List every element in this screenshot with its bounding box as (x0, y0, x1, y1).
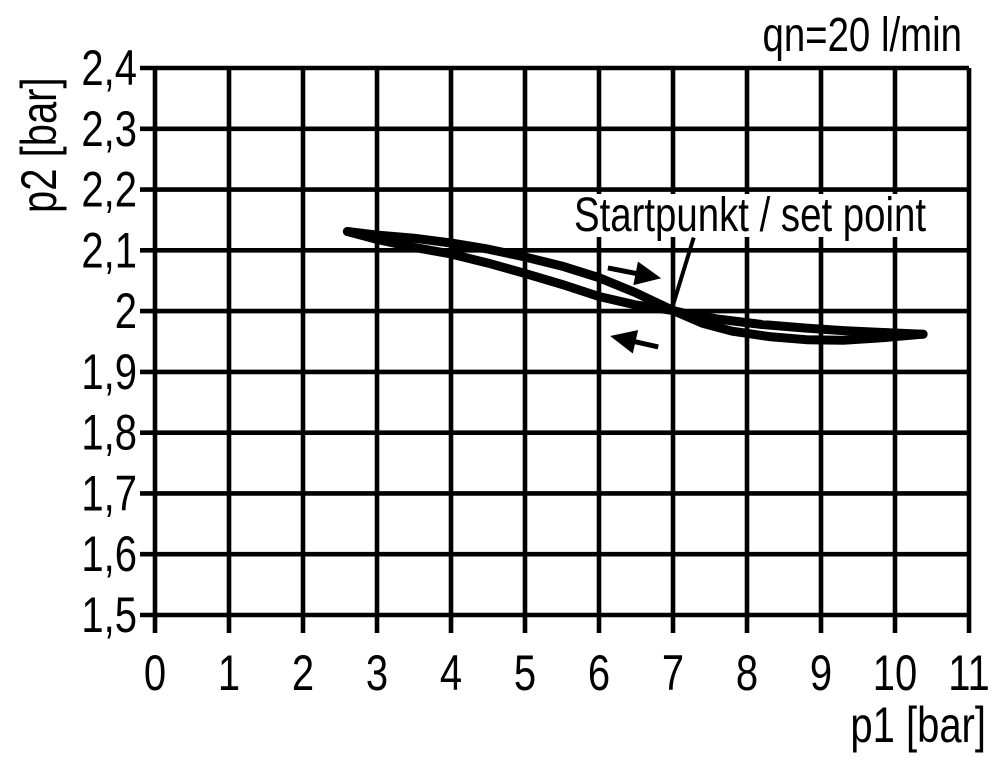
x-tick-label: 10 (873, 645, 917, 701)
curve-left (342, 227, 928, 339)
x-tick-label: 7 (662, 645, 684, 701)
y-tick-label: 1,9 (81, 344, 137, 400)
y-tick-label: 2 (115, 283, 137, 339)
set-point-annotation: Startpunkt / set point (566, 189, 934, 309)
x-tick-label: 11 (948, 645, 990, 701)
annotation-set-point-label: Startpunkt / set point (574, 189, 926, 242)
y-tick-label: 1,7 (81, 465, 137, 521)
x-tick-label: 0 (144, 645, 166, 701)
x-tick-label: 9 (810, 645, 832, 701)
x-axis-label: p1 [bar] (850, 697, 986, 753)
x-tick-label: 1 (218, 645, 240, 701)
grid (140, 65, 972, 633)
y-tick-label: 2,2 (81, 161, 137, 217)
arrow-shaft-right (607, 265, 641, 277)
x-tick-label: 8 (736, 645, 758, 701)
x-tick-label: 3 (366, 645, 388, 701)
arrow-head-right (633, 261, 662, 286)
y-tick-label: 1,8 (81, 404, 137, 460)
x-tick-label: 5 (514, 645, 536, 701)
chart-title: qn=20 l/min (762, 9, 962, 62)
tick-labels: 2,42,32,22,121,91,81,71,61,50 1 2 3 4 5 6 7 8 9 10… (81, 40, 989, 701)
y-tick-label: 1,5 (81, 587, 137, 643)
annotation-backdrop (566, 194, 934, 237)
y-axis-label: p2 [bar] (11, 77, 67, 213)
x-tick-label: 6 (588, 645, 610, 701)
x-tick-label: 2 (292, 645, 314, 701)
arrow-head-left (610, 330, 639, 354)
hysteresis-curves (342, 227, 928, 345)
arrow-shaft-left (630, 338, 659, 350)
direction-arrows (607, 261, 662, 354)
x-tick-label: 4 (440, 645, 462, 701)
curve-right (342, 227, 928, 345)
annotation-leader-line (670, 236, 696, 309)
y-tick-label: 2,1 (81, 222, 137, 278)
y-tick-label: 1,6 (81, 526, 137, 582)
y-tick-label: 2,4 (81, 40, 137, 96)
y-tick-label: 2,3 (81, 101, 137, 157)
